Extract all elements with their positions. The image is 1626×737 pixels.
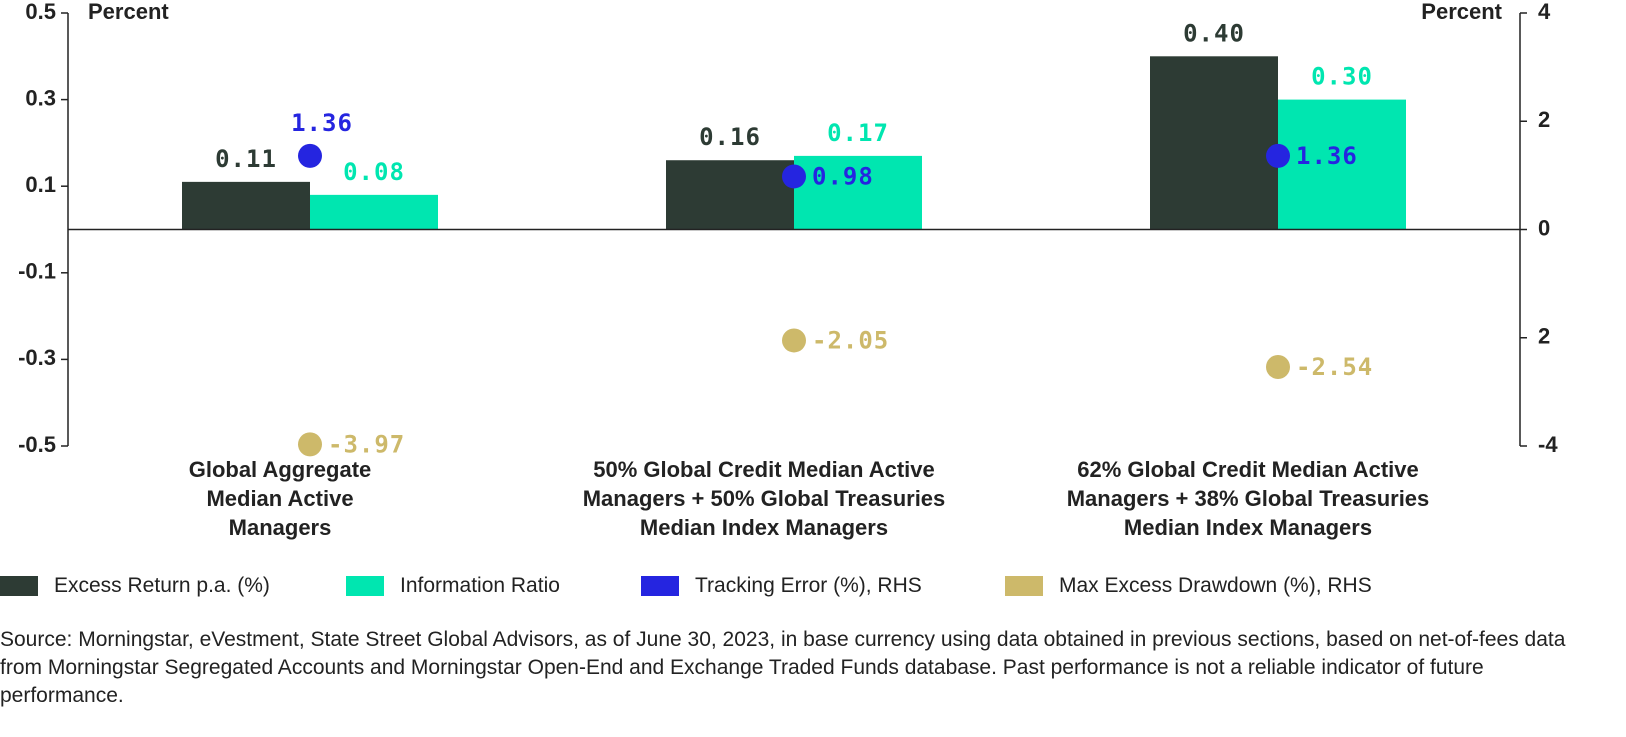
legend-label: Tracking Error (%), RHS xyxy=(695,574,922,597)
bar xyxy=(1150,56,1278,230)
y-tick-label: 0.3 xyxy=(25,85,56,110)
y2-tick-label: 0 xyxy=(1538,215,1550,240)
dot xyxy=(298,432,322,457)
legend-label: Information Ratio xyxy=(400,574,560,597)
data-label: 0.40 xyxy=(1183,19,1245,47)
y-tick-label: -0.1 xyxy=(18,259,56,284)
legend-label: Max Excess Drawdown (%), RHS xyxy=(1059,574,1372,597)
y2-tick-label: 2 xyxy=(1538,107,1550,132)
data-label: 0.30 xyxy=(1311,63,1373,91)
data-label: -2.54 xyxy=(1296,353,1373,381)
y-axis-label: Percent xyxy=(88,0,169,24)
dot xyxy=(782,328,806,353)
y2-tick-label: 4 xyxy=(1538,0,1551,24)
data-label: 0.16 xyxy=(699,123,761,151)
y-tick-label: 0.5 xyxy=(25,0,56,24)
x-tick-label: 62% Global Credit Median Active Managers… xyxy=(1066,457,1430,540)
y-tick-label: 0.1 xyxy=(25,172,56,197)
y2-axis-label: Percent xyxy=(1421,0,1502,24)
dot xyxy=(1266,354,1290,379)
legend-swatch xyxy=(0,576,38,596)
chart: Percent Percent 0.5 0.3 0.1 -0.1 -0.3 -0.5 4 2 0… xyxy=(18,0,1558,458)
data-label: 0.17 xyxy=(827,119,889,147)
data-label: 1.36 xyxy=(1296,142,1358,170)
y-tick-label: -0.3 xyxy=(18,345,56,370)
y2-tick-label: 2 xyxy=(1538,324,1550,349)
bar xyxy=(310,194,438,230)
data-label: 1.36 xyxy=(291,109,353,137)
legend-item: Information Ratio xyxy=(346,572,560,600)
dot xyxy=(1266,143,1290,168)
data-label: 0.08 xyxy=(343,158,405,186)
bar xyxy=(1278,99,1406,230)
legend-swatch xyxy=(346,576,384,596)
legend-item: Excess Return p.a. (%) xyxy=(0,572,270,600)
x-tick-label: 50% Global Credit Median Active Managers… xyxy=(582,457,946,540)
legend-swatch xyxy=(641,576,679,596)
bar xyxy=(794,155,922,230)
x-tick-label: Global Aggregate Median Active Managers xyxy=(188,457,372,540)
data-label: -3.97 xyxy=(328,430,405,458)
data-label: 0.98 xyxy=(812,162,874,190)
y-tick-label: -0.5 xyxy=(18,432,56,457)
legend-label: Excess Return p.a. (%) xyxy=(54,574,270,597)
bar xyxy=(666,160,794,230)
y2-tick-label: -4 xyxy=(1538,432,1558,457)
legend-item: Tracking Error (%), RHS xyxy=(641,572,922,600)
dot xyxy=(298,143,322,168)
bar xyxy=(182,181,310,230)
data-label: -2.05 xyxy=(812,326,889,354)
legend-swatch xyxy=(1005,576,1043,596)
legend-item: Max Excess Drawdown (%), RHS xyxy=(1005,572,1372,600)
data-label: 0.11 xyxy=(215,145,277,173)
source-note: Source: Morningstar, eVestment, State St… xyxy=(0,628,1566,707)
dot xyxy=(782,164,806,189)
